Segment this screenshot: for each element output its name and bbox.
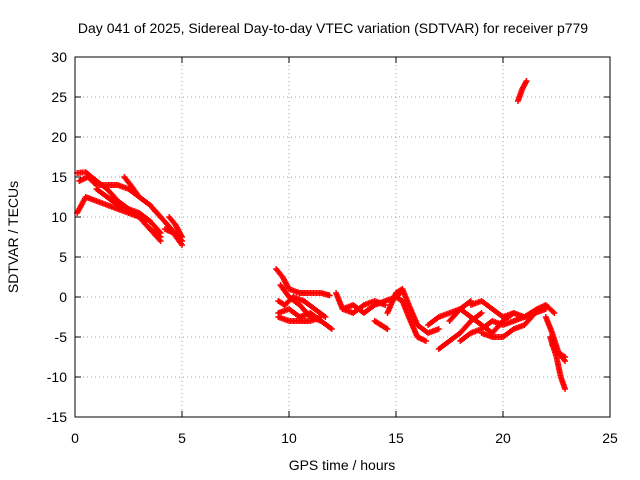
x-tick-label: 5: [178, 430, 186, 446]
axes-layer: 0 5 10 15 20 25 -15 -10 -5 0 5 10 15 20 25 30: [47, 49, 618, 446]
series-track-19: [425, 298, 474, 328]
data-point: [478, 310, 485, 316]
y-tick-label: 10: [51, 209, 67, 225]
y-axis-label: SDTVAR / TECUs: [5, 181, 21, 293]
data-point: [156, 228, 163, 235]
y-tick-label: 5: [59, 249, 67, 265]
series-track-22: [457, 314, 528, 344]
y-tick-label: 30: [51, 49, 67, 65]
plot-frame: [74, 56, 611, 418]
series-track-05: [121, 174, 164, 220]
data-point: [179, 242, 185, 248]
series-track-13: [275, 314, 325, 324]
series-track-09: [273, 266, 333, 299]
data-point: [179, 234, 185, 240]
data-point: [523, 78, 530, 84]
data-point: [435, 326, 442, 332]
data-point: [157, 230, 164, 236]
data-point: [562, 386, 569, 392]
series-track-04: [93, 186, 164, 236]
y-tick-label: 15: [51, 169, 67, 185]
data-point: [383, 325, 390, 332]
data-point: [92, 180, 99, 187]
series-track-25: [521, 302, 558, 320]
series-track-07: [161, 226, 185, 248]
series-track-08: [514, 78, 530, 104]
y-tick-label: -5: [55, 329, 68, 345]
x-tick-label: 25: [602, 430, 618, 446]
chart-title: Day 041 of 2025, Sidereal Day-to-day VTE…: [78, 20, 588, 36]
y-tick-label: 25: [51, 89, 67, 105]
x-tick-label: 15: [388, 430, 404, 446]
data-point: [328, 326, 335, 332]
y-tick-label: -10: [47, 369, 67, 385]
x-tick-label: 10: [281, 430, 297, 446]
x-tick-label: 20: [495, 430, 511, 446]
y-tick-label: 0: [59, 289, 67, 305]
series-track-23: [467, 298, 539, 320]
y-tick-label: 20: [51, 129, 67, 145]
y-tick-label: -15: [47, 409, 67, 425]
series-track-24: [478, 306, 549, 340]
data-points: [74, 78, 569, 392]
data-point: [318, 314, 325, 320]
data-point: [156, 212, 163, 219]
x-tick-label: 0: [71, 430, 79, 446]
series-track-28: [549, 342, 569, 360]
data-point: [157, 214, 164, 220]
series-track-18: [393, 294, 429, 344]
series-track-06: [166, 214, 185, 240]
data-point: [560, 353, 567, 360]
series-track-16: [371, 318, 391, 332]
data-point: [384, 326, 391, 332]
data-point: [326, 292, 333, 299]
data-point: [551, 310, 558, 316]
x-axis-label: GPS time / hours: [289, 457, 396, 473]
data-point: [422, 338, 429, 344]
data-point: [562, 354, 569, 360]
series-track-03: [74, 194, 164, 240]
data-point: [550, 308, 557, 315]
